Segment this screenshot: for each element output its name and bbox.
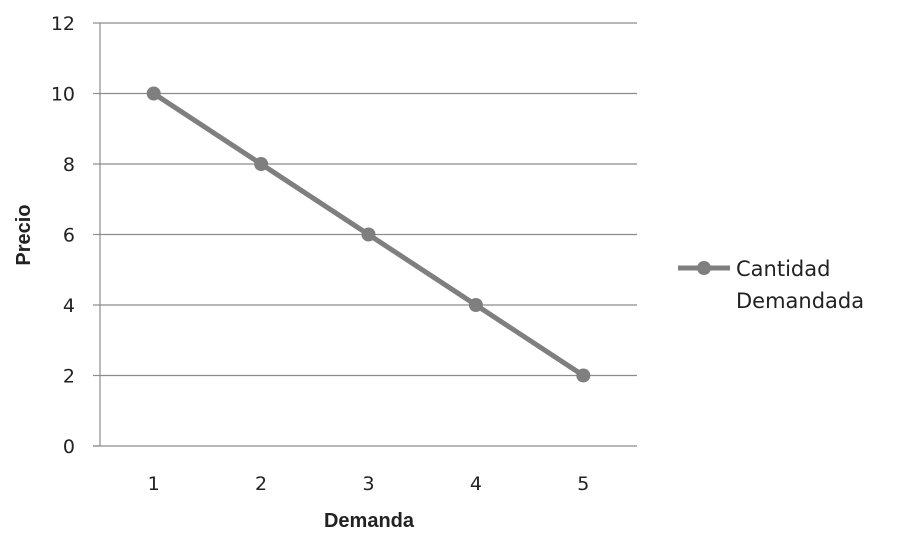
y-tick-label: 4 bbox=[63, 295, 75, 317]
data-series bbox=[146, 86, 591, 383]
legend-label-line-2: Demandada bbox=[736, 289, 864, 313]
data-point bbox=[468, 298, 483, 312]
y-tick-labels: 0 2 4 6 8 10 12 bbox=[51, 13, 75, 458]
gridlines bbox=[100, 22, 637, 377]
data-point bbox=[361, 227, 376, 242]
data-point bbox=[254, 157, 269, 171]
data-point bbox=[576, 368, 591, 383]
data-point bbox=[146, 86, 161, 101]
x-tick-label: 5 bbox=[577, 473, 589, 495]
x-axis-title: Demanda bbox=[324, 510, 415, 532]
y-tick-label: 2 bbox=[63, 366, 75, 388]
y-tick-label: 0 bbox=[63, 436, 75, 458]
y-tick-label: 8 bbox=[63, 154, 75, 176]
legend-circle-marker bbox=[697, 261, 711, 275]
y-tick-label: 12 bbox=[51, 13, 75, 35]
legend-label-line-1: Cantidad bbox=[736, 257, 830, 281]
x-tick-label: 2 bbox=[255, 473, 267, 495]
x-tick-label: 3 bbox=[362, 473, 374, 495]
y-tick-label: 6 bbox=[63, 225, 75, 247]
axes bbox=[93, 22, 637, 447]
x-tick-label: 1 bbox=[148, 473, 160, 495]
y-axis-title: Precio bbox=[13, 204, 35, 265]
legend: Cantidad Demandada bbox=[678, 257, 864, 313]
y-tick-label: 10 bbox=[51, 84, 75, 106]
x-tick-labels: 1 2 3 4 5 bbox=[148, 473, 590, 495]
x-tick-label: 4 bbox=[470, 473, 482, 495]
